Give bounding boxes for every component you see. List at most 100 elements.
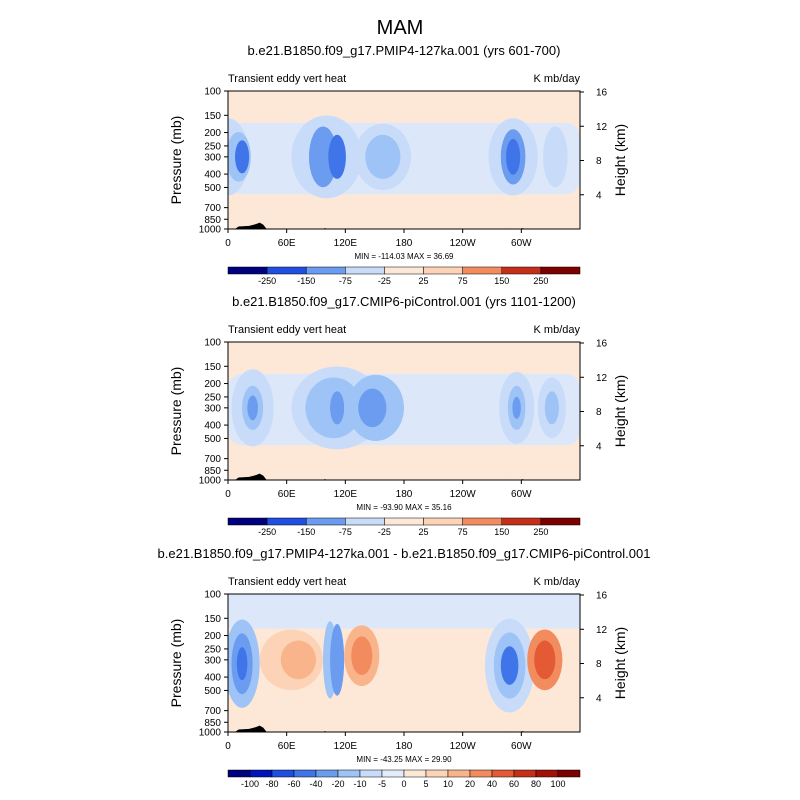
y-right-axis-title: Height (km): [612, 124, 628, 196]
colorbar-cell: [425, 769, 449, 778]
field-contour: [534, 640, 556, 680]
y-tick-label: 150: [204, 362, 221, 373]
colorbar-cell: [305, 517, 346, 526]
topography: [228, 725, 580, 732]
panel-left-label: Transient eddy vert heat: [228, 324, 346, 336]
y-right-tick-label: 4: [596, 190, 602, 201]
x-tick-label: 60E: [278, 238, 296, 249]
chart-panel-1: b.e21.B1850.f09_g17.PMIP4-127ka.001 (yrs…: [168, 43, 628, 286]
colorbar-label: 60: [509, 779, 519, 789]
field-contour: [365, 134, 401, 179]
colorbar-label: -40: [309, 779, 322, 789]
x-tick-label: 60W: [511, 238, 532, 249]
colorbar-cell: [227, 517, 268, 526]
x-tick-label: 120E: [334, 238, 358, 249]
x-tick-label: 0: [225, 741, 231, 752]
x-tick-label: 120E: [334, 489, 358, 500]
y-axis-title: Pressure (mb): [168, 116, 184, 205]
y-tick-label: 300: [204, 655, 221, 666]
plot-area: [228, 594, 580, 732]
topography: [228, 473, 580, 480]
field-contour: [235, 140, 250, 174]
y-right-tick-label: 16: [596, 88, 608, 99]
y-tick-label: 300: [204, 152, 221, 163]
colorbar-cell: [540, 517, 581, 526]
x-tick-label: 60E: [278, 489, 296, 500]
field-contour: [247, 395, 258, 421]
colorbar-cell: [345, 517, 385, 526]
y-tick-label: 850: [204, 466, 221, 477]
chart-panel-3: b.e21.B1850.f09_g17.PMIP4-127ka.001 - b.…: [158, 546, 651, 789]
panel-right-label: K mb/day: [534, 73, 581, 85]
colorbar-cell: [501, 517, 542, 526]
panel-left-label: Transient eddy vert heat: [228, 73, 346, 85]
y-tick-label: 700: [204, 454, 221, 465]
x-tick-label: 120W: [450, 238, 477, 249]
y-right-tick-label: 16: [596, 339, 608, 350]
colorbar-label: 0: [401, 779, 406, 789]
colorbar-label: 80: [531, 779, 541, 789]
colorbar-label: -100: [241, 779, 259, 789]
y-tick-label: 200: [204, 379, 221, 390]
colorbar-cell: [501, 266, 542, 275]
colorbar-label: 25: [419, 527, 429, 537]
y-right-tick-label: 12: [596, 122, 608, 133]
field-contour: [512, 396, 521, 419]
y-tick-label: 400: [204, 673, 221, 684]
y-right-tick-label: 8: [596, 407, 602, 418]
colorbar-label: 10: [443, 779, 453, 789]
colorbar-cell: [359, 769, 383, 778]
panel-right-label: K mb/day: [534, 576, 581, 588]
y-tick-label: 500: [204, 686, 221, 697]
colorbar-label: 5: [423, 779, 428, 789]
field-contour: [330, 391, 345, 425]
colorbar-cell: [469, 769, 493, 778]
panel-title: b.e21.B1850.f09_g17.PMIP4-127ka.001 - b.…: [158, 546, 651, 561]
y-tick-label: 400: [204, 170, 221, 181]
y-tick-label: 150: [204, 111, 221, 122]
figure-title: MAM: [377, 17, 424, 39]
colorbar-label: 20: [465, 779, 475, 789]
x-tick-label: 180: [396, 238, 413, 249]
colorbar-cell: [381, 769, 405, 778]
field-contour: [236, 647, 248, 681]
colorbar-cell: [540, 266, 581, 275]
x-tick-label: 0: [225, 238, 231, 249]
colorbar-cell: [249, 769, 273, 778]
colorbar-cell: [462, 517, 503, 526]
colorbar-cell: [293, 769, 317, 778]
colorbar-label: -25: [378, 527, 391, 537]
stats-label: MIN = -114.03 MAX = 36.69: [354, 252, 454, 261]
colorbar-label: -75: [339, 527, 352, 537]
stats-label: MIN = -93.90 MAX = 35.16: [356, 503, 452, 512]
field-contour: [330, 623, 345, 696]
x-tick-label: 120W: [450, 489, 477, 500]
x-tick-label: 120W: [450, 741, 477, 752]
y-tick-label: 100: [204, 590, 221, 601]
colorbar-label: -25: [378, 276, 391, 286]
y-tick-label: 150: [204, 614, 221, 625]
colorbar-cell: [266, 266, 307, 275]
y-tick-label: 200: [204, 631, 221, 642]
x-tick-label: 60W: [511, 741, 532, 752]
colorbar-cell: [557, 769, 581, 778]
colorbar-cell: [305, 266, 346, 275]
colorbar-cell: [403, 769, 427, 778]
y-right-axis-title: Height (km): [612, 627, 628, 699]
y-tick-label: 100: [204, 338, 221, 349]
colorbar-label: -10: [353, 779, 366, 789]
field-contour: [506, 138, 521, 175]
colorbar-label: -75: [339, 276, 352, 286]
y-tick-label: 400: [204, 421, 221, 432]
x-tick-label: 120E: [334, 741, 358, 752]
colorbar-cell: [345, 266, 385, 275]
y-tick-label: 1000: [199, 476, 222, 487]
colorbar-label: 250: [533, 527, 548, 537]
colorbar-label: 150: [494, 276, 509, 286]
field-contour: [351, 636, 373, 676]
colorbar-cell: [462, 266, 503, 275]
y-tick-label: 850: [204, 718, 221, 729]
colorbar-cell: [447, 769, 471, 778]
field-contour: [280, 640, 316, 680]
